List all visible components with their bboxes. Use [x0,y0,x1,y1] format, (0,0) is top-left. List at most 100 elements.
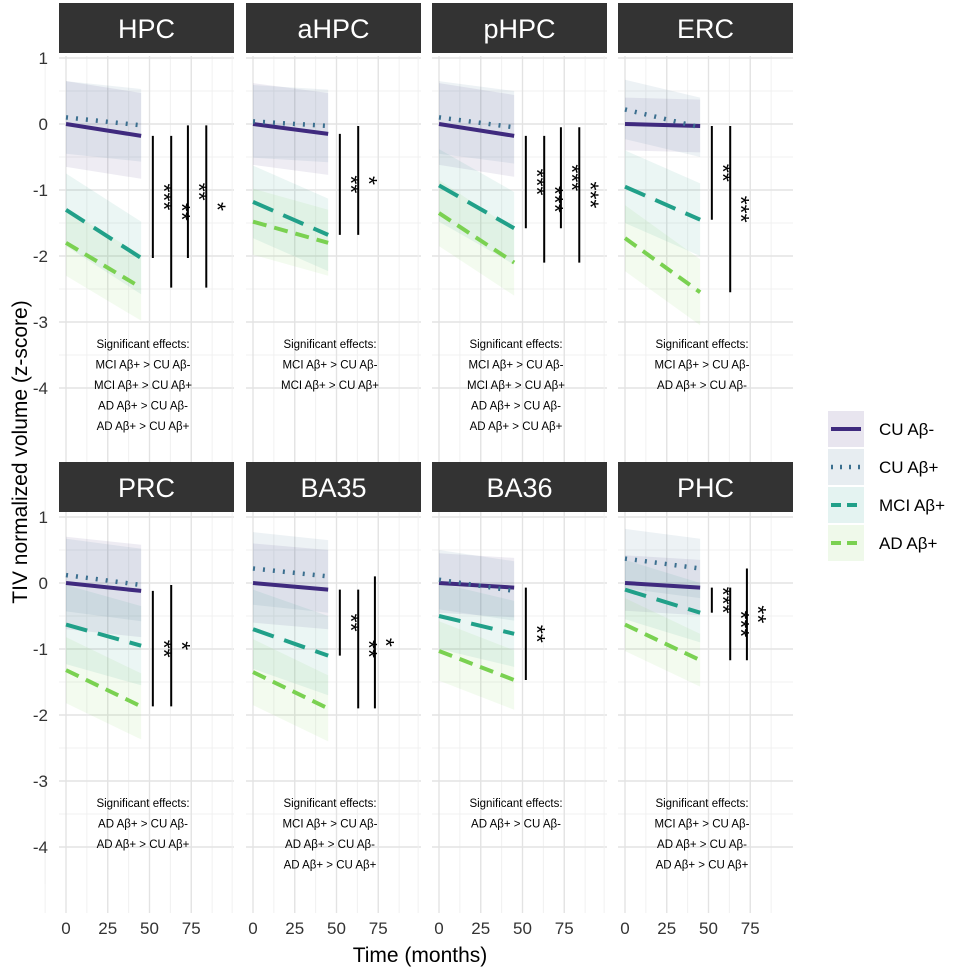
significance-stars: * [373,638,399,647]
significance-stars: ** [745,605,771,623]
significance-stars: *** [728,196,754,223]
significant-effects-heading: Significant effects: [469,798,562,810]
significance-stars: * [204,202,230,211]
strip-header [246,462,421,512]
significant-effects-heading: Significant effects: [96,339,189,351]
ci-ribbon-CU Aβ+ [625,79,701,157]
x-tick-label: 50 [327,919,346,938]
legend-item: CU Aβ- [828,411,934,447]
series-line-MCI Aβ+ [252,627,329,658]
significance-stars: ** [169,203,195,221]
significance-stars: *** [559,164,585,191]
strip-header [618,462,793,512]
ci-ribbon-AD Aβ+ [66,209,142,321]
significant-effect: AD Aβ+ > CU Aβ- [471,819,561,831]
strip-label: HPC [118,14,175,44]
x-tick-label: 50 [513,919,532,938]
x-tick-label: 0 [620,919,629,938]
grid [231,515,421,913]
ci-ribbon-AD Aβ+ [253,639,329,742]
strip-header [59,462,234,512]
significant-effects-heading: Significant effects: [283,339,376,351]
significant-effect: MCI Aβ+ > CU Aβ+ [94,380,192,392]
significant-effect: MCI Aβ+ > CU Aβ- [282,360,377,372]
ci-ribbon-AD Aβ+ [625,598,701,687]
significance-stars: *** [710,587,736,614]
significance-stars: *** [151,184,177,211]
panel-ba36: BA36 ** Significant effects: AD Aβ+ > CU Aβ… [417,462,607,913]
x-tick-label: 50 [699,919,718,938]
ci-ribbon-CU Aβ+ [253,532,329,613]
y-tick-label: -3 [33,772,48,791]
y-tick-label: 0 [39,574,48,593]
ci-ribbon-CU Aβ+ [66,81,142,162]
series-line-AD Aβ+ [624,622,702,663]
significant-effect: AD Aβ+ > CU Aβ- [285,839,375,851]
significance-stars: *** [524,169,550,196]
significant-effect: AD Aβ+ > CU Aβ+ [470,421,563,433]
legend-label: AD Aβ+ [879,534,938,553]
grid [44,515,234,913]
legend-item: MCI Aβ+ [828,487,945,523]
significant-effect: MCI Aβ+ > CU Aβ- [654,819,749,831]
series-line-CU Aβ- [438,581,515,590]
series-line-AD Aβ+ [623,236,702,294]
series-line-MCI Aβ+ [624,184,701,222]
x-axis-title: Time (months) [353,944,488,967]
significant-effect: AD Aβ+ > CU Aβ+ [97,839,190,851]
series-line-AD Aβ+ [437,211,516,265]
x-tick-label: 75 [741,919,760,938]
series-line-CU Aβ- [252,581,329,592]
y-tick-label: -1 [33,640,48,659]
ci-ribbon-CU Aβ+ [439,81,515,164]
significant-effect: MCI Aβ+ > CU Aβ+ [281,380,379,392]
y-tick-label: -2 [33,706,48,725]
x-tick-label: 25 [285,919,304,938]
significant-effect: MCI Aβ+ > CU Aβ- [654,360,749,372]
y-tick-label: 1 [39,49,48,68]
significant-effect: MCI Aβ+ > CU Aβ- [468,360,563,372]
x-tick-label: 0 [61,919,70,938]
significance-stars: * [356,176,382,185]
y-axis-title: TIV normalized volume (z-score) [9,300,32,603]
strip-label: BA35 [300,473,366,503]
significant-effect: AD Aβ+ > CU Aβ- [471,401,561,413]
y-tick-label: -4 [33,379,48,398]
x-tick-label: 75 [369,919,388,938]
series-line-CU Aβ- [65,581,142,593]
strip-label: BA36 [486,473,552,503]
series-line-CU Aβ- [624,122,701,128]
significance-stars: ** [524,625,550,643]
panel-ba35: BA35*****Significant effects:MCI Aβ+ > C… [231,462,421,913]
significance-stars: * [169,641,195,650]
strip-header [618,3,793,53]
series-line-MCI Aβ+ [252,200,329,237]
significant-effect: AD Aβ+ > CU Aβ- [98,401,188,413]
significant-effects-heading: Significant effects: [283,798,376,810]
strip-label: aHPC [297,14,369,44]
series-line-CU Aβ- [624,581,701,590]
x-tick-label: 0 [434,919,443,938]
strip-header [59,3,234,53]
series-line-AD Aβ+ [252,219,329,245]
series-line-MCI Aβ+ [438,183,516,231]
x-tick-label: 50 [140,919,159,938]
legend: CU Aβ- CU Aβ+ MCI Aβ+ AD Aβ+ [828,411,945,561]
series-line-MCI Aβ+ [65,622,142,648]
series-line-AD Aβ+ [64,241,143,290]
legend-label: CU Aβ- [879,420,934,439]
legend-item: CU Aβ+ [828,449,938,485]
strip-label: ERC [677,14,734,44]
x-tick-label: 25 [471,919,490,938]
significant-effect: MCI Aβ+ > CU Aβ+ [467,380,565,392]
grid [603,515,793,913]
x-tick-label: 0 [248,919,257,938]
y-tick-label: -4 [33,838,48,857]
panels-layer: HPC********Significant effects:MCI Aβ+ >… [44,3,793,913]
significant-effect: AD Aβ+ > CU Aβ- [98,819,188,831]
strip-label: pHPC [483,14,555,44]
series-line-MCI Aβ+ [438,614,515,636]
significant-effect: MCI Aβ+ > CU Aβ- [282,819,377,831]
x-tick-label: 25 [657,919,676,938]
